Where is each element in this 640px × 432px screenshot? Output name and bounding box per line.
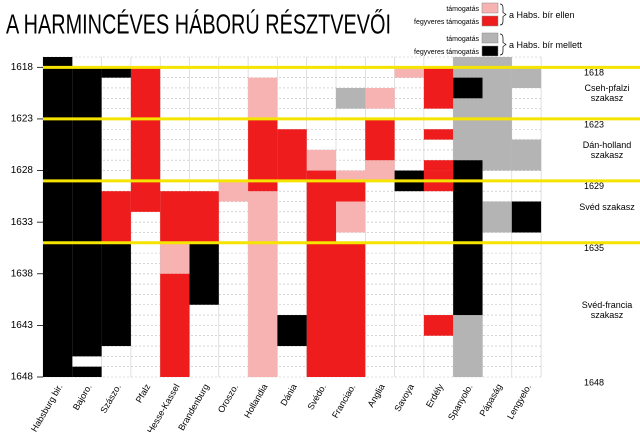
segment — [453, 98, 483, 161]
segment — [423, 67, 454, 109]
x-tick-label: Pfalz — [134, 382, 153, 405]
segment — [189, 242, 219, 305]
segment — [248, 77, 278, 119]
segment — [101, 242, 131, 347]
phase-label: Svéd szakasz — [579, 201, 635, 212]
x-tick-label: Svédo. — [305, 382, 328, 411]
segment — [43, 57, 73, 377]
segment — [72, 366, 102, 377]
segment — [453, 77, 483, 99]
segment — [101, 67, 131, 78]
legend-label: támogatás — [446, 36, 479, 43]
segment — [218, 180, 249, 202]
x-tick-label: Anglia — [366, 382, 387, 409]
segment — [160, 273, 190, 377]
legend-swatch — [481, 45, 499, 57]
segment — [277, 315, 307, 347]
legend-group: a Habs. bír mellett — [509, 40, 583, 50]
segment — [511, 139, 542, 171]
segment — [365, 87, 395, 109]
x-tick-label: Pápaság — [478, 382, 504, 418]
segment — [306, 149, 336, 171]
x-tick-label: Bajoro. — [71, 382, 94, 412]
segment — [130, 67, 161, 212]
y-tick-label: 1618 — [11, 62, 34, 73]
segment — [336, 180, 366, 202]
segment — [248, 191, 278, 377]
y-tick-label: 1628 — [11, 165, 34, 176]
legend-label: fegyveres támogatás — [414, 49, 479, 56]
segment — [336, 201, 366, 233]
segment — [482, 57, 512, 171]
phase-year: 1648 — [584, 377, 604, 387]
x-tick-label: Oroszo. — [216, 382, 240, 414]
segment — [482, 201, 512, 233]
legend-swatch — [481, 15, 499, 27]
phase-label: Svéd-francia szakasz — [581, 299, 633, 320]
phase-year: 1618 — [584, 68, 604, 78]
segment — [365, 118, 395, 161]
phase-year: 1629 — [584, 181, 604, 191]
y-tick-label: 1623 — [11, 114, 34, 125]
segment — [160, 242, 190, 274]
y-tick-label: 1648 — [11, 372, 34, 383]
segment — [189, 191, 219, 243]
x-tick-label: Hollandia — [242, 382, 269, 420]
legend-swatch — [481, 2, 499, 14]
segment — [101, 191, 131, 243]
y-tick-label: 1633 — [11, 217, 34, 228]
segment — [306, 170, 336, 377]
segment — [423, 315, 454, 336]
legend-group: a Habs. bír ellen — [509, 10, 575, 20]
legend-brace — [499, 33, 507, 56]
segment — [336, 242, 366, 377]
x-tick-label: Brandenburg — [176, 382, 211, 432]
y-tick-label: 1638 — [11, 268, 34, 279]
x-tick-label: Habsburg bir. — [29, 382, 64, 432]
x-tick-label: Franciao. — [330, 382, 357, 420]
x-tick-label: Savoya — [392, 382, 416, 413]
segment — [277, 129, 307, 181]
x-tick-label: Spanyolo. — [446, 382, 475, 422]
legend-label: támogatás — [446, 6, 479, 13]
segment — [394, 67, 424, 78]
phase-year: 1635 — [584, 243, 604, 253]
x-tick-label: Erdély — [424, 382, 446, 410]
chart-title: A HARMINCÉVES HÁBORÚ RÉSZTVEVŐI — [6, 8, 391, 39]
segment — [453, 160, 483, 316]
segment — [160, 191, 190, 243]
segment — [453, 315, 483, 377]
segment — [423, 160, 454, 171]
phase-label: Cseh-pfalzi szakasz — [584, 83, 630, 104]
x-tick-label: Dánia — [278, 382, 298, 407]
phase-year: 1623 — [584, 119, 604, 129]
segment — [423, 129, 454, 140]
segment — [511, 67, 542, 88]
segment — [72, 67, 102, 357]
segment — [511, 201, 542, 233]
segment — [336, 170, 366, 181]
x-tick-label: Szászo. — [98, 382, 123, 415]
phase-label: Dán-holland szakasz — [582, 139, 632, 160]
segment — [248, 118, 278, 192]
x-tick-label: Lengyelo. — [505, 382, 533, 421]
segment — [336, 87, 366, 109]
legend-swatch — [481, 32, 499, 44]
legend-label: fegyveres támogatás — [414, 19, 479, 26]
y-tick-label: 1643 — [11, 320, 34, 331]
legend-brace — [499, 3, 507, 26]
segment — [365, 160, 395, 181]
